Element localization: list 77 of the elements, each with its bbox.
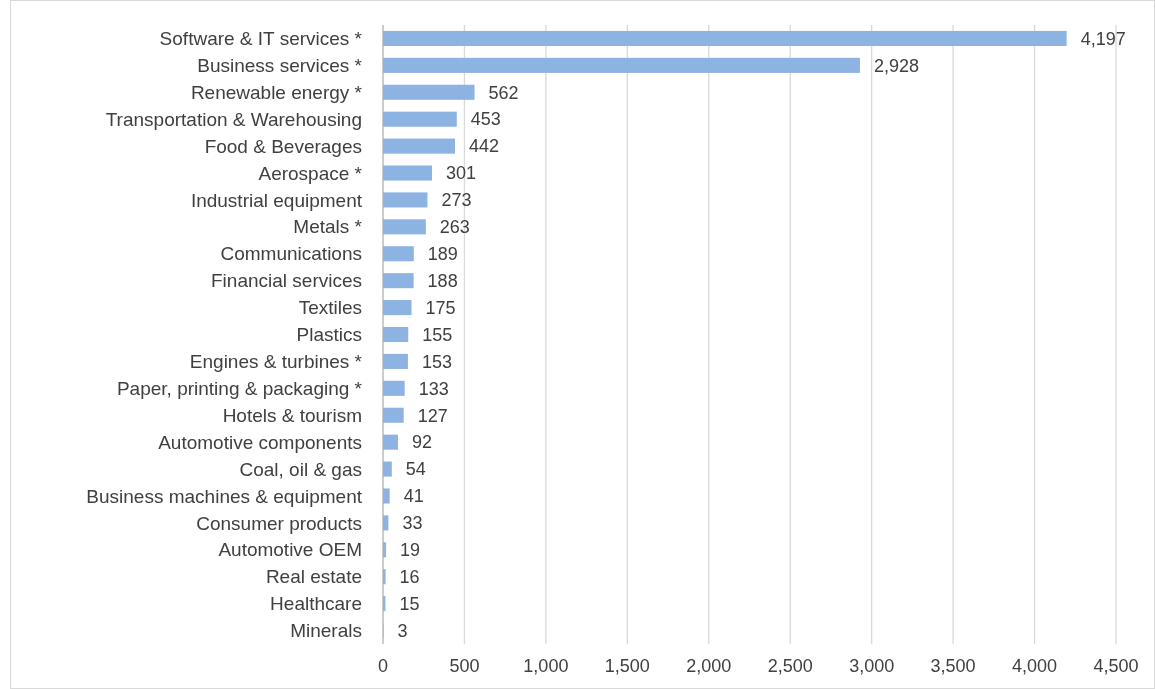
y-tick-label: Real estate: [265, 566, 362, 588]
data-label: 188: [427, 270, 458, 291]
data-label: 301: [446, 163, 477, 184]
data-label: 453: [470, 109, 501, 130]
bar: [383, 353, 408, 369]
data-label: 92: [411, 432, 433, 453]
bar: [383, 57, 860, 73]
bar: [383, 380, 405, 396]
x-tick-label: 2,500: [767, 656, 813, 676]
y-tick-label: Engines & turbines *: [189, 351, 363, 373]
data-label: 16: [399, 567, 420, 588]
data-label: 41: [403, 486, 424, 507]
bar: [383, 461, 392, 477]
y-tick-label: Healthcare: [270, 593, 362, 615]
bar: [383, 326, 409, 343]
data-label: 15: [399, 593, 420, 614]
bar: [383, 515, 389, 531]
data-label: 263: [439, 217, 470, 238]
y-tick-label: Hotels & tourism: [222, 404, 362, 426]
data-label: 133: [418, 378, 449, 399]
y-tick-label: Business machines & equipment: [86, 485, 363, 507]
x-tick-label: 1,500: [604, 656, 650, 676]
data-label: 4,197: [1080, 28, 1126, 49]
y-tick-label: Food & Beverages: [204, 135, 362, 157]
data-label: 175: [425, 297, 456, 318]
data-label: 189: [427, 244, 458, 265]
y-tick-label: Metals *: [293, 216, 363, 238]
y-tick-label: Renewable energy *: [190, 81, 363, 103]
x-tick-label: 2,000: [686, 656, 732, 676]
x-tick-label: 4,500: [1093, 656, 1139, 676]
data-label: 127: [417, 405, 448, 426]
bar: [383, 300, 412, 316]
y-tick-label: Coal, oil & gas: [239, 458, 362, 480]
y-tick-label: Minerals: [290, 620, 362, 642]
data-label: 562: [488, 82, 519, 103]
y-tick-label: Paper, printing & packaging *: [116, 377, 363, 399]
bar: [383, 138, 455, 154]
data-label: 3: [397, 620, 408, 641]
data-label: 2,928: [873, 55, 919, 76]
x-tick-label: 4,000: [1012, 656, 1058, 676]
y-tick-label: Automotive components: [158, 431, 362, 453]
x-tick-label: 3,000: [849, 656, 895, 676]
x-tick-label: 500: [449, 656, 480, 676]
y-tick-label: Communications: [220, 243, 362, 265]
x-tick-label: 0: [377, 656, 389, 676]
bar: [383, 569, 386, 585]
data-label: 19: [400, 540, 421, 561]
bar: [383, 542, 387, 558]
bar: [383, 219, 426, 235]
y-tick-label: Software & IT services *: [159, 28, 363, 50]
y-tick-label: Aerospace *: [258, 162, 363, 184]
y-tick-label: Plastics: [296, 324, 362, 346]
x-tick-label: 3,500: [930, 656, 976, 676]
bar: [383, 488, 390, 504]
x-tick-label: 1,000: [523, 656, 569, 676]
bar: [383, 192, 428, 208]
y-tick-label: Business services *: [197, 55, 363, 77]
data-label: 442: [469, 136, 500, 157]
data-label: 273: [441, 190, 472, 211]
bar: [383, 434, 398, 450]
data-label: 153: [421, 351, 452, 372]
bar: [383, 407, 404, 423]
y-tick-label: Financial services: [211, 270, 362, 292]
y-tick-label: Automotive OEM: [218, 539, 362, 561]
bar: [383, 273, 414, 289]
bar: [383, 246, 414, 262]
data-label: 155: [422, 324, 453, 345]
y-tick-label: Transportation & Warehousing: [105, 108, 362, 130]
data-label: 33: [402, 513, 423, 534]
bar: [383, 84, 475, 100]
y-tick-label: Industrial equipment: [190, 189, 363, 211]
bar: [383, 30, 1067, 46]
y-tick-label: Textiles: [298, 297, 362, 319]
data-label: 54: [405, 459, 426, 480]
bar: [383, 111, 457, 127]
y-tick-label: Consumer products: [196, 512, 362, 534]
bar: [383, 165, 433, 181]
